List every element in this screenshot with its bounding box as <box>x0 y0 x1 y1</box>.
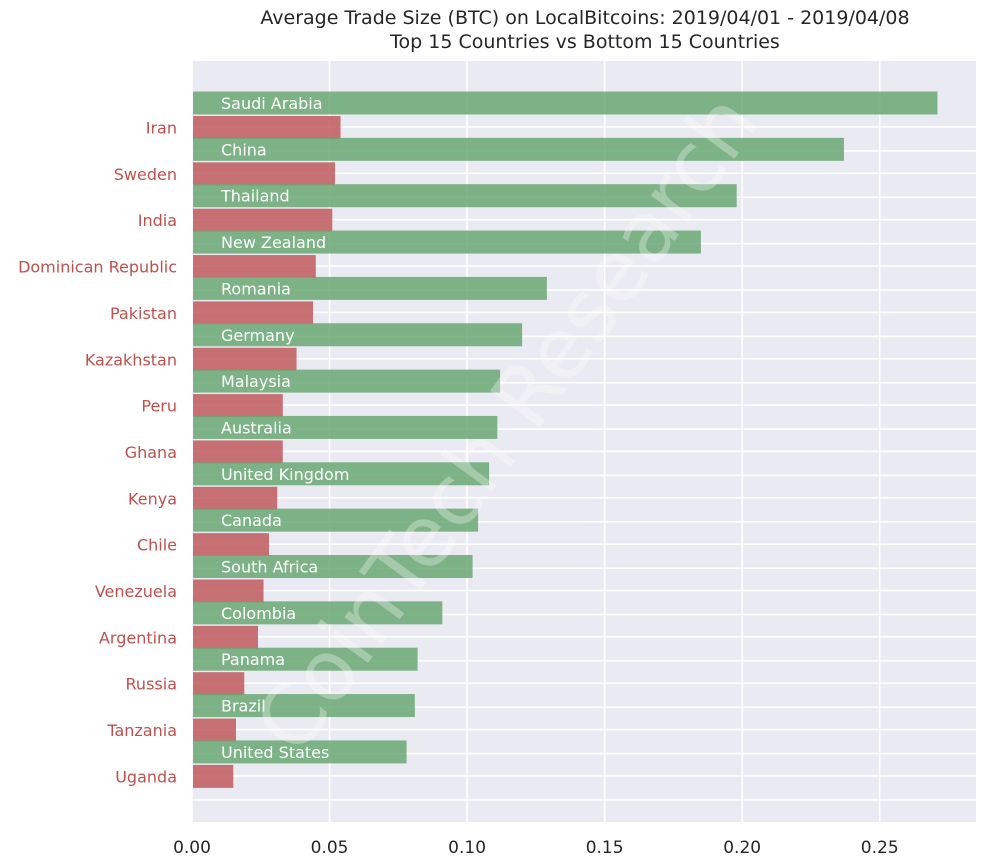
bar-label-top: New Zealand <box>221 233 326 252</box>
bar-top-1 <box>193 137 844 161</box>
category-label: Uganda <box>115 767 177 786</box>
x-tick-label: 0.10 <box>448 838 486 858</box>
category-label: Venezuela <box>95 582 177 601</box>
bar-bottom-5 <box>193 347 297 371</box>
bar-bottom-2 <box>193 208 333 232</box>
bar-label-top: Australia <box>221 418 292 437</box>
x-tick-label: 0.05 <box>311 838 349 858</box>
bar-top-12 <box>193 647 418 671</box>
x-tick-label: 0.00 <box>173 838 211 858</box>
category-label: Dominican Republic <box>18 258 177 277</box>
bar-label-top: Brazil <box>221 697 266 716</box>
bar-top-11 <box>193 601 443 625</box>
bar-label-top: Thailand <box>220 187 290 206</box>
bars <box>193 91 938 788</box>
bar-label-top: Germany <box>221 326 295 345</box>
category-label: Russia <box>126 675 177 694</box>
bar-top-10 <box>193 555 473 578</box>
category-label: Ghana <box>125 443 177 462</box>
bar-top-6 <box>193 369 501 393</box>
chart-subtitle: Top 15 Countries vs Bottom 15 Countries <box>389 31 780 53</box>
bar-bottom-12 <box>193 672 245 696</box>
bar-label-top: Saudi Arabia <box>221 94 323 113</box>
x-tick-label: 0.15 <box>586 838 624 858</box>
category-labels: Iran Sweden India Dominican Republic Pakista… <box>18 119 177 787</box>
chart-title: Average Trade Size (BTC) on LocalBitcoin… <box>260 7 909 29</box>
bar-top-4 <box>193 276 547 300</box>
bar-label-top: China <box>221 140 267 159</box>
bar-top-7 <box>193 415 498 439</box>
category-label: Peru <box>141 397 177 416</box>
bar-label-top: Romania <box>221 279 291 298</box>
category-label: Tanzania <box>106 721 177 740</box>
bar-bottom-14 <box>193 764 234 788</box>
bar-label-top: South Africa <box>221 558 318 577</box>
bar-bottom-7 <box>193 440 283 464</box>
bar-bottom-11 <box>193 625 259 649</box>
bar-bottom-4 <box>193 301 314 325</box>
category-label: Kazakhstan <box>85 350 177 369</box>
bar-bottom-13 <box>193 718 237 742</box>
bar-top-9 <box>193 508 479 532</box>
bar-label-top: Panama <box>221 650 285 669</box>
bar-bottom-10 <box>193 579 264 603</box>
x-tick-label: 0.25 <box>861 838 899 858</box>
bar-bottom-3 <box>193 255 316 279</box>
bar-label-top: United States <box>221 743 329 762</box>
bar-top-2 <box>193 184 737 208</box>
bar-label-top: Canada <box>221 511 282 530</box>
category-label: Kenya <box>128 489 177 508</box>
bar-bottom-6 <box>193 394 283 418</box>
bar-top-0 <box>193 91 938 115</box>
bar-top-13 <box>193 694 415 718</box>
bar-bottom-9 <box>193 533 270 557</box>
category-label: Iran <box>146 119 177 138</box>
bar-label-top: Colombia <box>221 604 296 623</box>
bar-bottom-8 <box>193 486 278 510</box>
bar-labels: Saudi Arabia China Thailand New Zealand Roma… <box>220 94 349 762</box>
category-label: Sweden <box>114 165 177 184</box>
bar-top-3 <box>193 230 701 254</box>
category-label: Argentina <box>99 628 177 647</box>
bar-top-8 <box>193 462 490 486</box>
bar-label-top: Malaysia <box>221 372 291 391</box>
x-axis-ticks: 0.00 0.05 0.10 0.15 0.20 0.25 <box>173 838 899 858</box>
bar-top-5 <box>193 323 523 347</box>
bar-bottom-0 <box>193 116 341 139</box>
category-label: Pakistan <box>110 304 177 323</box>
bar-bottom-1 <box>193 162 336 186</box>
bar-top-14 <box>193 740 407 764</box>
category-label: Chile <box>137 536 177 555</box>
category-label: India <box>138 211 177 230</box>
bar-label-top: United Kingdom <box>221 465 349 484</box>
x-tick-label: 0.20 <box>723 838 761 858</box>
